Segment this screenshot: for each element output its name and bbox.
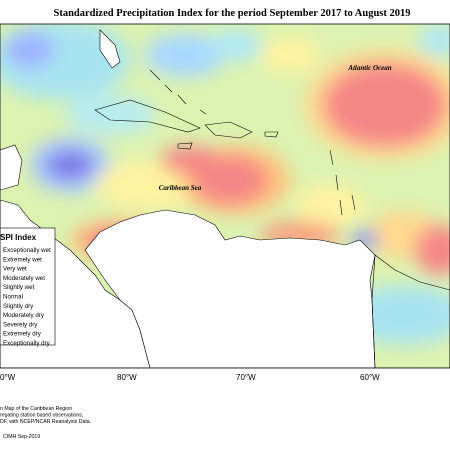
sea-label: Caribbean Sea xyxy=(159,184,202,192)
legend-title: SPI Index xyxy=(0,233,37,242)
longitude-label: 70°W xyxy=(236,373,256,382)
legend-item: Severely dry xyxy=(3,321,38,328)
legend-item: Very wet xyxy=(3,266,27,273)
legend-item: Extremely wet xyxy=(3,256,42,263)
legend-item: Exceptionally dry xyxy=(3,340,51,347)
longitude-label: 0°W xyxy=(0,373,16,382)
jamaica xyxy=(177,142,193,150)
florida xyxy=(99,29,121,69)
legend-box xyxy=(0,227,56,346)
legend-item: Extremely dry xyxy=(3,331,42,338)
longitude-label: 60°W xyxy=(360,373,380,382)
legend-item: Moderately wet xyxy=(3,275,45,282)
cuba xyxy=(94,99,201,133)
legend-item: Normal xyxy=(3,294,23,301)
longitude-label: 80°W xyxy=(117,373,137,382)
map-frame xyxy=(0,23,450,369)
footer-line: regating station based observations, xyxy=(0,413,83,419)
legend-item: Slightly dry xyxy=(3,303,34,310)
puerto-rico xyxy=(264,131,279,138)
yucatan xyxy=(0,144,23,191)
legend-items: Exceptionally wet Extremely wet Very wet Mo… xyxy=(3,247,51,347)
footer-line: n Map of the Caribbean Region xyxy=(0,406,72,412)
ocean-label: Atlantic Ocean xyxy=(347,64,391,72)
map: Atlantic Ocean Caribbean Sea SPI Index E… xyxy=(0,24,450,368)
credit: CIMH Sep-2019 xyxy=(3,434,40,440)
hispaniola xyxy=(204,121,253,139)
legend-item: Moderately dry xyxy=(3,312,45,319)
bahamas xyxy=(149,69,207,115)
longitude-labels: 0°W 80°W 70°W 60°W xyxy=(0,373,380,382)
south-america xyxy=(84,209,376,368)
legend-item: Slightly wet xyxy=(3,284,35,291)
legend-item: Exceptionally wet xyxy=(3,247,51,254)
lesser-antilles xyxy=(329,149,356,216)
guianas xyxy=(371,254,450,368)
footer-line: DF, with NCEP/NCAR Reanalysis Data. xyxy=(0,419,91,425)
map-title: Standardized Precipitation Index for the… xyxy=(53,8,410,19)
